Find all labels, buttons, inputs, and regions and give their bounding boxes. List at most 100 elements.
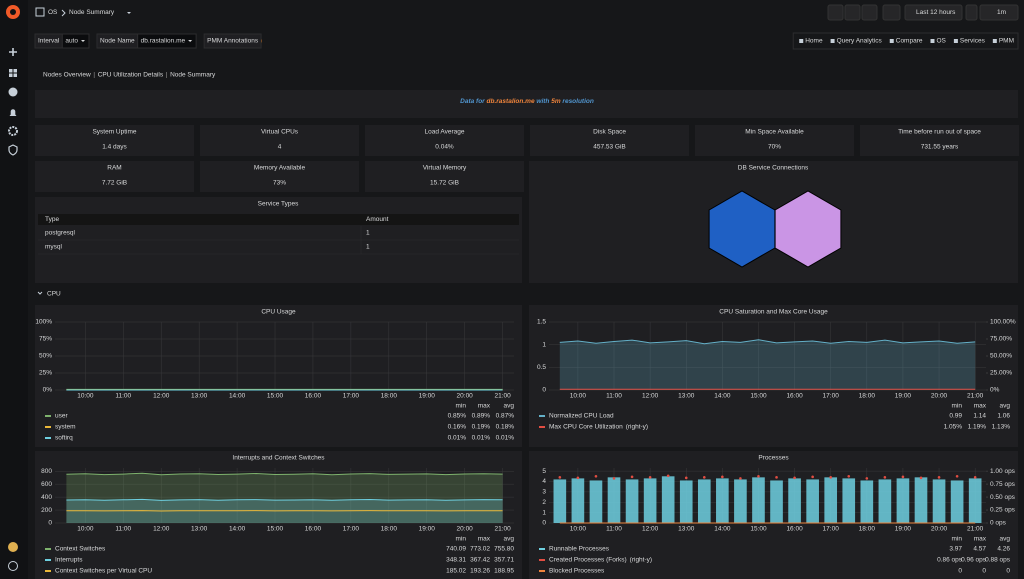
x-tick-label: 16:00: [786, 393, 803, 400]
point: [775, 476, 778, 479]
y-tick-label: 1.5: [537, 319, 546, 326]
bar: [625, 479, 639, 523]
create-icon[interactable]: [9, 48, 17, 56]
dashboard-link[interactable]: Services: [960, 38, 986, 45]
y-tick-label: 400: [41, 494, 52, 501]
point: [648, 476, 652, 479]
panel-title: Interrupts and Context Switches: [232, 455, 325, 462]
bar: [824, 477, 838, 523]
plot-area: [549, 322, 986, 390]
dashboard-title: Node Summary: [69, 9, 115, 16]
point: [594, 475, 598, 478]
legend-value: 1.05%: [944, 424, 963, 431]
breadcrumb-link[interactable]: Nodes Overview: [43, 72, 91, 79]
legend-name[interactable]: Context Switches: [55, 546, 106, 553]
legend-name[interactable]: Context Switches per Virtual CPU: [55, 568, 152, 575]
x-tick-label: 13:00: [191, 526, 208, 533]
legend-name[interactable]: Max CPU Core Utilization: [549, 424, 623, 431]
dashboard-link[interactable]: Query Analytics: [837, 38, 883, 45]
stat-title: Memory Available: [254, 165, 306, 172]
stat-title: System Uptime: [92, 129, 136, 136]
bar: [860, 480, 874, 523]
stat-value: 73%: [273, 180, 286, 187]
bar: [806, 479, 819, 523]
legend-value: 0.85%: [448, 413, 467, 420]
legend-value: 4.57: [973, 546, 986, 553]
legend-value: 0: [1006, 568, 1010, 575]
legend-value: 4.26: [997, 546, 1010, 553]
row-chevron[interactable]: [37, 291, 43, 295]
table-cell: 1: [366, 244, 370, 251]
y-tick-label: 0: [542, 520, 546, 527]
legend-name[interactable]: softirq: [55, 435, 73, 442]
share-button[interactable]: [844, 4, 861, 21]
legend-name[interactable]: system: [55, 424, 76, 431]
alerting-icon[interactable]: [9, 109, 17, 116]
dashboard-link[interactable]: Home: [805, 38, 823, 45]
user-avatar[interactable]: [8, 542, 18, 552]
legend-name[interactable]: Runnable Processes: [549, 546, 610, 553]
tv-button[interactable]: [882, 4, 901, 21]
shield-icon[interactable]: [8, 144, 18, 156]
y-tick-label: 2: [542, 499, 546, 506]
legend-name[interactable]: Created Processes (Forks): [549, 557, 627, 564]
table-header-cell: Type: [45, 216, 59, 223]
config-icon[interactable]: [8, 126, 18, 136]
bar: [607, 477, 621, 523]
settings-button[interactable]: [861, 4, 878, 21]
legend-name[interactable]: Normalized CPU Load: [549, 413, 614, 420]
x-tick-label: 17:00: [343, 393, 360, 400]
time-picker[interactable]: [904, 4, 963, 21]
star-button[interactable]: [827, 4, 844, 21]
stat-title: RAM: [107, 165, 121, 172]
legend-name[interactable]: Interrupts: [55, 557, 83, 564]
legend-note: (right-y): [630, 557, 652, 564]
explore-icon[interactable]: [8, 87, 18, 97]
refresh-picker[interactable]: [979, 4, 1019, 21]
x-tick-label: 20:00: [457, 393, 474, 400]
stat-title: Time before run out of space: [898, 129, 981, 136]
table-cell: mysql: [45, 244, 63, 251]
link-icon: [889, 39, 894, 43]
stat-value: 731.55 years: [921, 144, 959, 151]
legend-name[interactable]: user: [55, 413, 68, 420]
y2-tick-label: 0 ops: [990, 520, 1007, 527]
zoom-button[interactable]: [965, 4, 978, 21]
bar: [589, 480, 603, 523]
link-icon: [953, 39, 958, 43]
dashboards-icon[interactable]: [9, 69, 17, 77]
service-hexagon[interactable]: [774, 190, 842, 268]
breadcrumb-link[interactable]: CPU Utilization Details: [98, 72, 164, 79]
x-tick-label: 15:00: [750, 526, 767, 533]
point: [955, 475, 959, 478]
point: [739, 477, 742, 480]
stat-title: Disk Space: [593, 129, 626, 136]
legend-value: 0.01%: [472, 435, 491, 442]
legend-name[interactable]: Blocked Processes: [549, 568, 605, 575]
refresh-interval: 1m: [997, 9, 1006, 16]
help-icon[interactable]: [8, 561, 18, 571]
dashboard-link[interactable]: OS: [936, 38, 946, 45]
variable-select[interactable]: [137, 33, 197, 49]
legend-value: 0: [958, 568, 962, 575]
x-tick-label: 18:00: [381, 393, 398, 400]
legend-header: max: [974, 403, 987, 410]
dashboard-link[interactable]: PMM: [999, 38, 1014, 45]
point: [919, 476, 923, 480]
x-tick-label: 20:00: [931, 526, 948, 533]
x-tick-label: 17:00: [823, 526, 840, 533]
y2-tick-label: 75.00%: [990, 336, 1012, 343]
variable-select[interactable]: [61, 33, 90, 49]
breadcrumb-link[interactable]: Node Summary: [170, 72, 216, 79]
x-tick-label: 20:00: [931, 393, 948, 400]
y-tick-label: 3: [542, 489, 546, 496]
legend-header: max: [478, 403, 491, 410]
stat-value: 7.72 GiB: [102, 180, 127, 187]
y-tick-label: 0%: [43, 387, 53, 394]
folder-title: OS: [48, 9, 58, 16]
series-area: [559, 339, 976, 390]
y2-tick-label: 0%: [990, 387, 1000, 394]
dashboard-link[interactable]: Compare: [896, 38, 923, 45]
banner-part: Data for: [460, 98, 485, 105]
